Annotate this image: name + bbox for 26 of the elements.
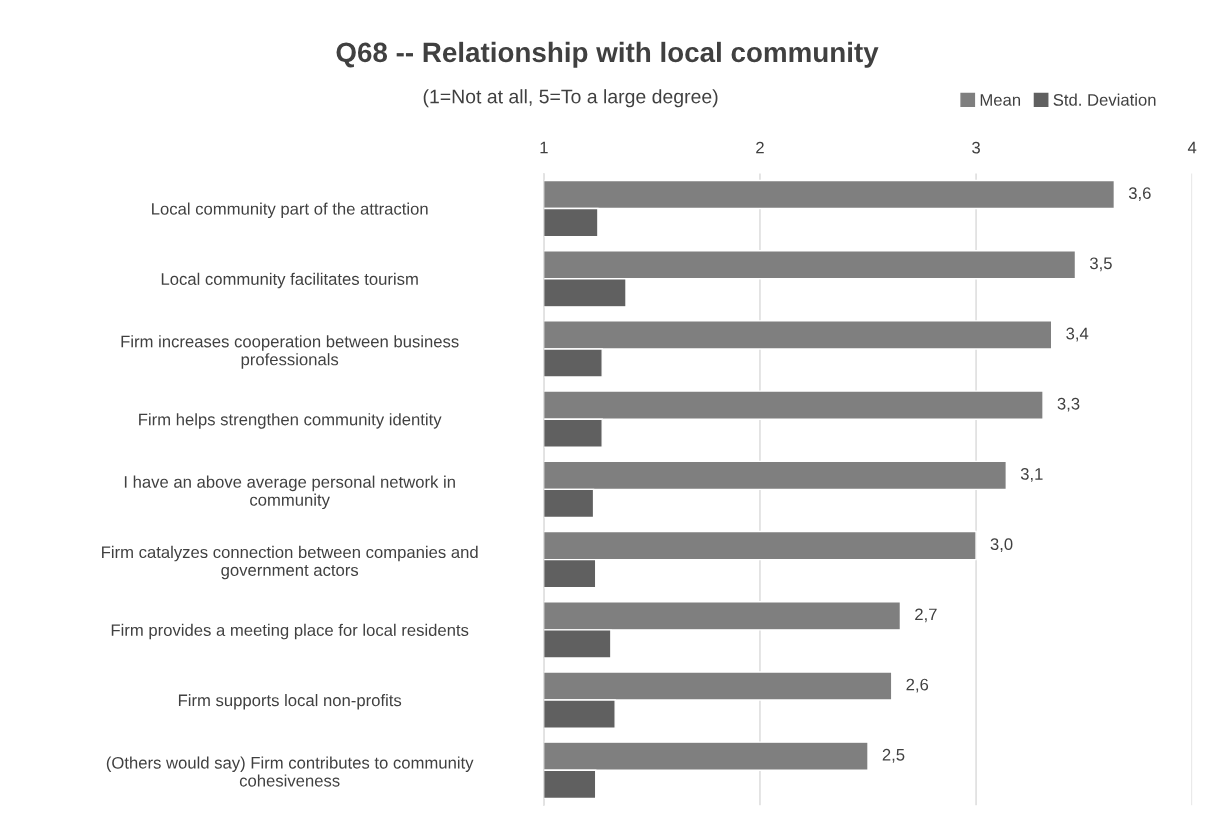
y-tick-label: I have an above average personal network in community: [124, 475, 455, 510]
data-label: 3,1: [1020, 468, 1043, 482]
x-tick-label: 1: [540, 141, 548, 154]
data-label: 3,4: [1066, 327, 1089, 342]
data-label: 3,0: [990, 538, 1013, 553]
data-label: 2,5: [882, 748, 905, 763]
legend-label: Mean: [980, 94, 1021, 106]
chart-title: Q68 -- Relationship with local community: [336, 41, 879, 68]
data-label: 2,6: [906, 678, 929, 693]
y-tick-label: (Others would say) Firm contributes to community cohesiveness: [106, 756, 474, 787]
data-label: 3,6: [1128, 187, 1151, 201]
legend-label: Std. Deviation: [1053, 93, 1156, 106]
data-label: 3,3: [1057, 397, 1080, 412]
y-tick-label: Firm provides a meeting place for local residents: [111, 623, 469, 640]
y-tick-label: Firm increases cooperation between business professionals: [121, 335, 459, 369]
y-tick-label: Firm supports local non-profits: [178, 694, 402, 710]
x-tick-label: 2: [756, 141, 764, 154]
x-tick-label: 3: [972, 141, 980, 154]
y-tick-label: Firm helps strengthen community identity: [139, 413, 442, 429]
data-label: 2,7: [915, 608, 937, 623]
data-label: 3,5: [1089, 257, 1112, 272]
chart-subtitle: (1=Not at all, 5=To a large degree): [423, 89, 718, 108]
y-tick-label: Local community facilitates tourism: [161, 272, 418, 289]
y-tick-label: Firm catalyzes connection between companies and government actors: [102, 545, 478, 580]
y-tick-label: Local community part of the attraction: [152, 202, 428, 219]
x-tick-label: 4: [1187, 141, 1197, 154]
